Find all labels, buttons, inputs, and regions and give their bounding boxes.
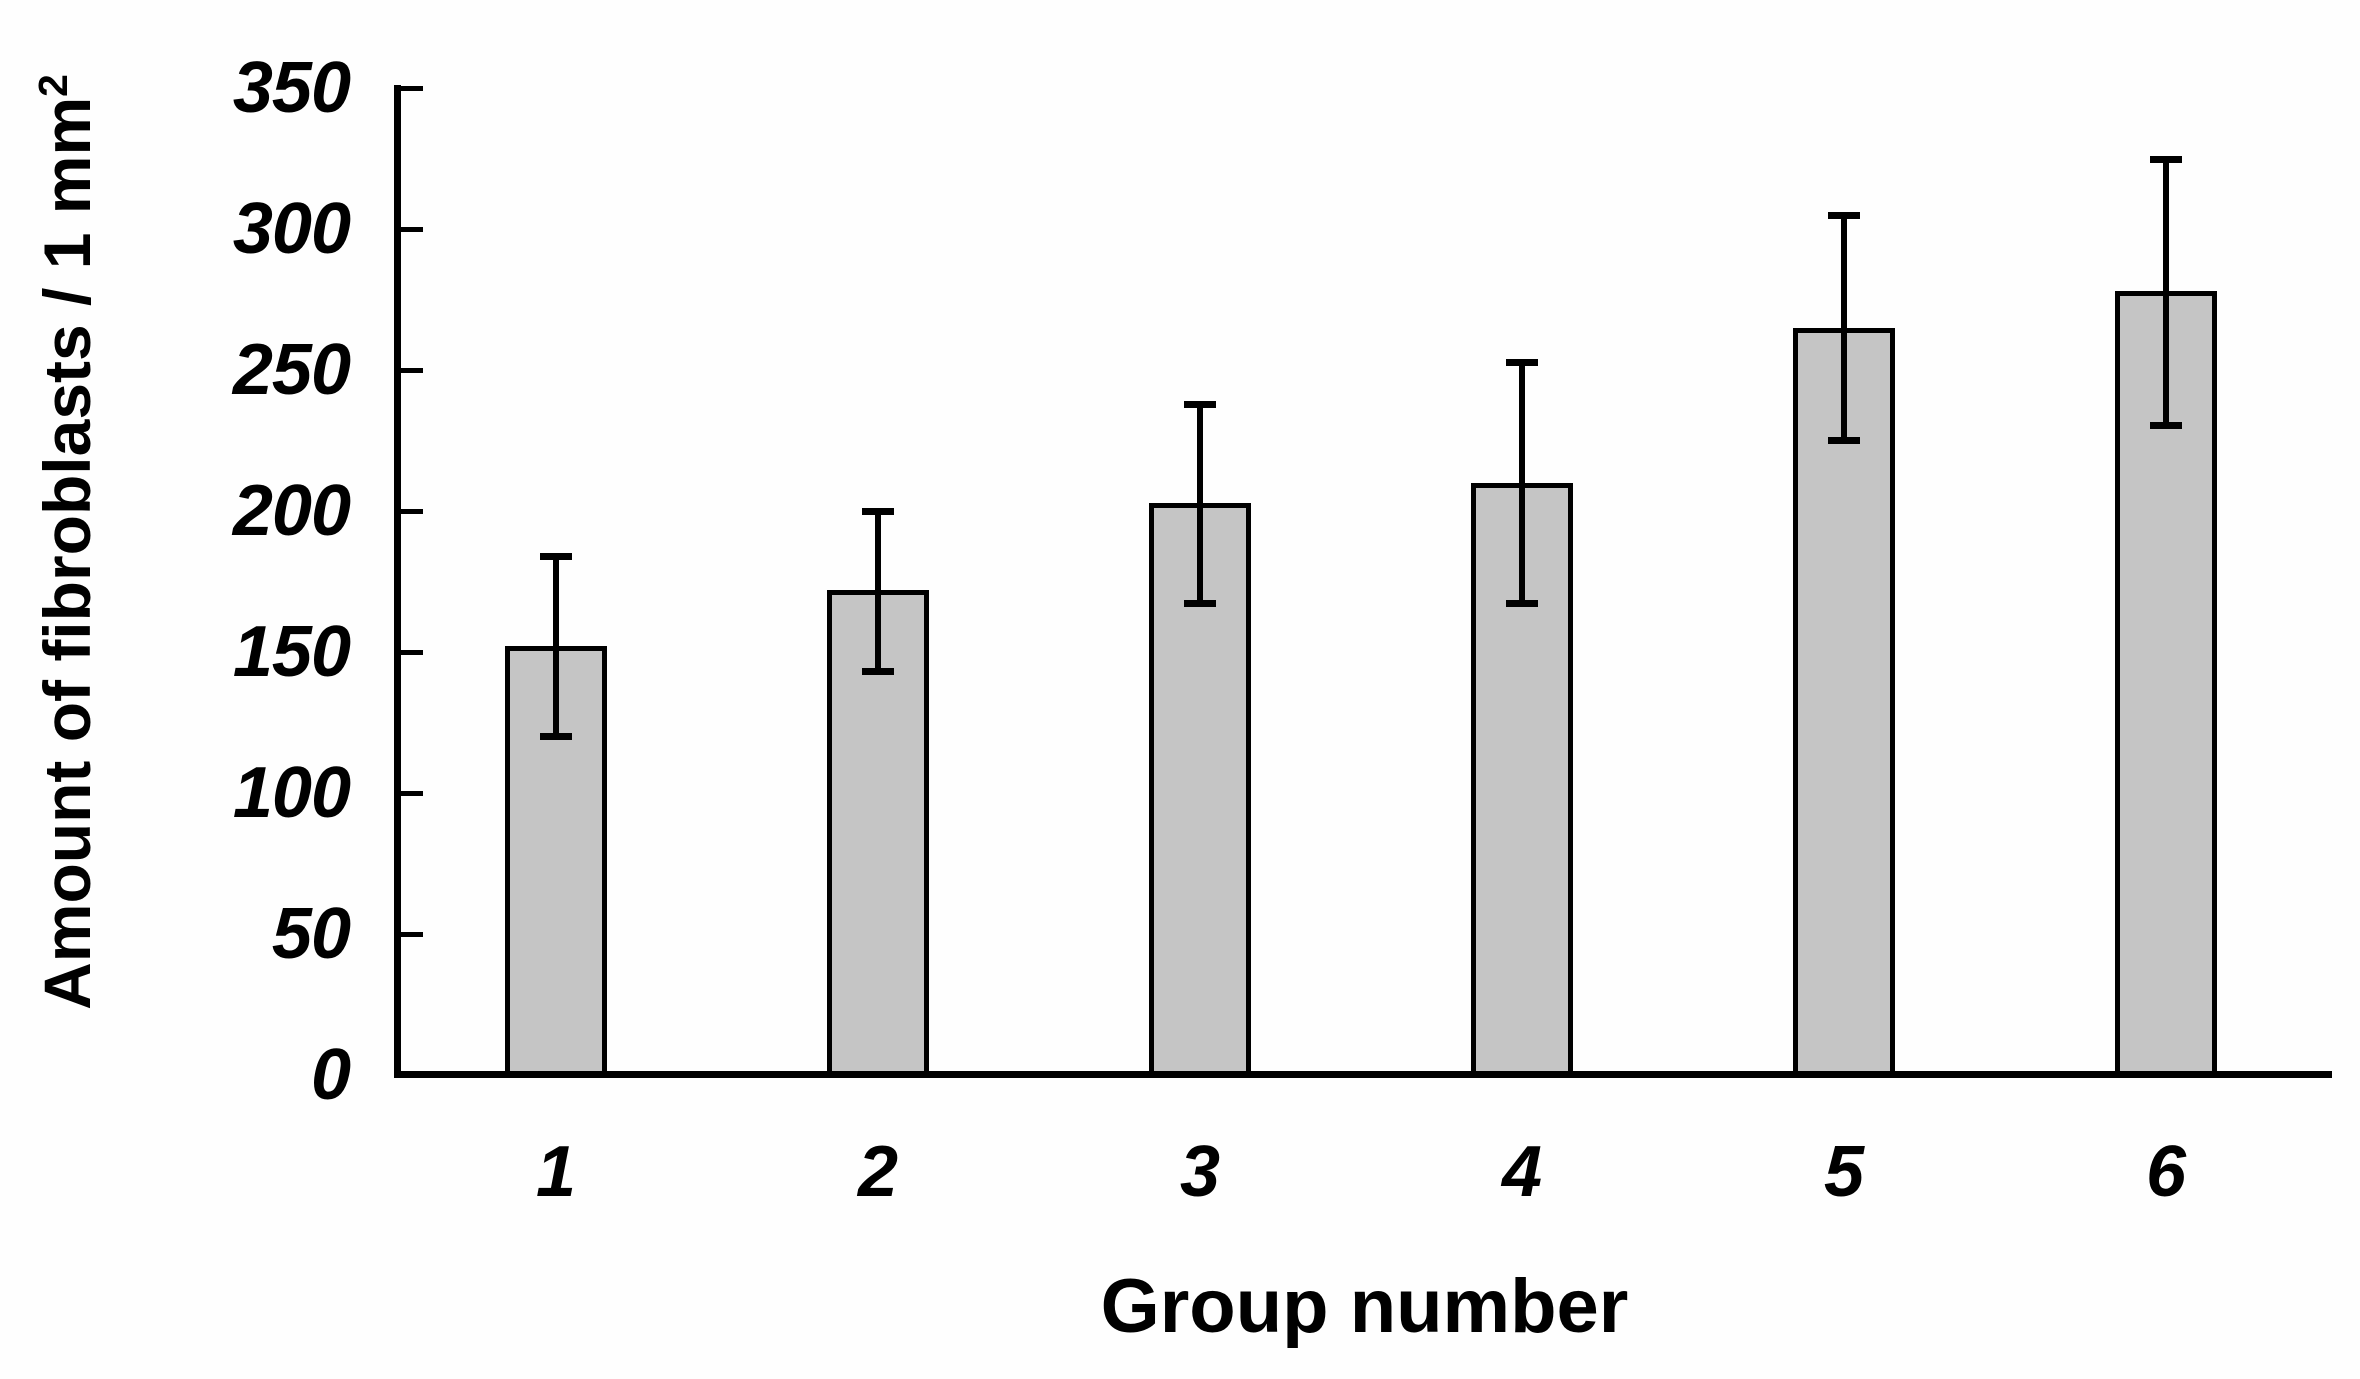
error-bar-cap-top <box>540 553 572 561</box>
error-bar-line <box>553 556 559 737</box>
error-bar-cap-top <box>2150 155 2182 163</box>
y-axis-title: Amount of fibroblasts / 1 mm2 <box>25 0 109 1242</box>
y-axis-title-superscript: 2 <box>30 74 76 97</box>
error-bar-line <box>875 511 881 672</box>
error-bar-cap-top <box>862 508 894 515</box>
y-tick-label: 150 <box>232 612 351 692</box>
bar-group-5 <box>1793 327 1895 1078</box>
y-tick-mark <box>397 368 423 373</box>
y-tick-label: 350 <box>232 48 351 128</box>
y-tick-mark <box>397 932 423 937</box>
error-bar-line <box>2163 158 2169 427</box>
x-tick-label: 3 <box>1179 1132 1221 1212</box>
y-tick-label: 100 <box>232 753 351 833</box>
y-tick-mark <box>397 509 423 514</box>
error-bar-cap-top <box>1184 400 1216 408</box>
error-bar-cap-bottom <box>2150 422 2182 430</box>
y-tick-label: 250 <box>232 330 351 410</box>
x-axis-title: Group number <box>1100 1264 1629 1349</box>
error-bar-line <box>1519 361 1525 605</box>
x-tick-label: 5 <box>1823 1132 1865 1212</box>
y-tick-label: 300 <box>232 189 351 269</box>
y-tick-label: 50 <box>271 894 351 974</box>
y-tick-mark <box>397 650 423 655</box>
y-axis-title-text: Amount of fibroblasts / 1 mm <box>30 96 104 1010</box>
error-bar-cap-bottom <box>540 732 572 740</box>
x-tick-label: 6 <box>2145 1132 2187 1212</box>
error-bar-cap-bottom <box>1828 436 1860 444</box>
y-tick-label: 200 <box>232 471 351 551</box>
x-tick-label: 1 <box>535 1132 577 1212</box>
error-bar-cap-top <box>1506 358 1538 366</box>
error-bar-cap-top <box>1828 211 1860 219</box>
error-bar-cap-bottom <box>1506 600 1538 608</box>
error-bar-line <box>1841 214 1847 441</box>
y-tick-mark <box>397 227 423 232</box>
x-tick-label: 2 <box>857 1132 899 1212</box>
y-tick-label: 0 <box>310 1035 351 1115</box>
error-bar-cap-bottom <box>1184 600 1216 608</box>
error-bar-cap-bottom <box>862 667 894 675</box>
y-tick-mark <box>397 86 423 91</box>
x-tick-label: 4 <box>1501 1132 1543 1212</box>
y-tick-mark <box>397 791 423 796</box>
x-axis-line <box>394 1071 2332 1078</box>
y-axis-line <box>394 85 401 1075</box>
error-bar-line <box>1197 403 1203 605</box>
